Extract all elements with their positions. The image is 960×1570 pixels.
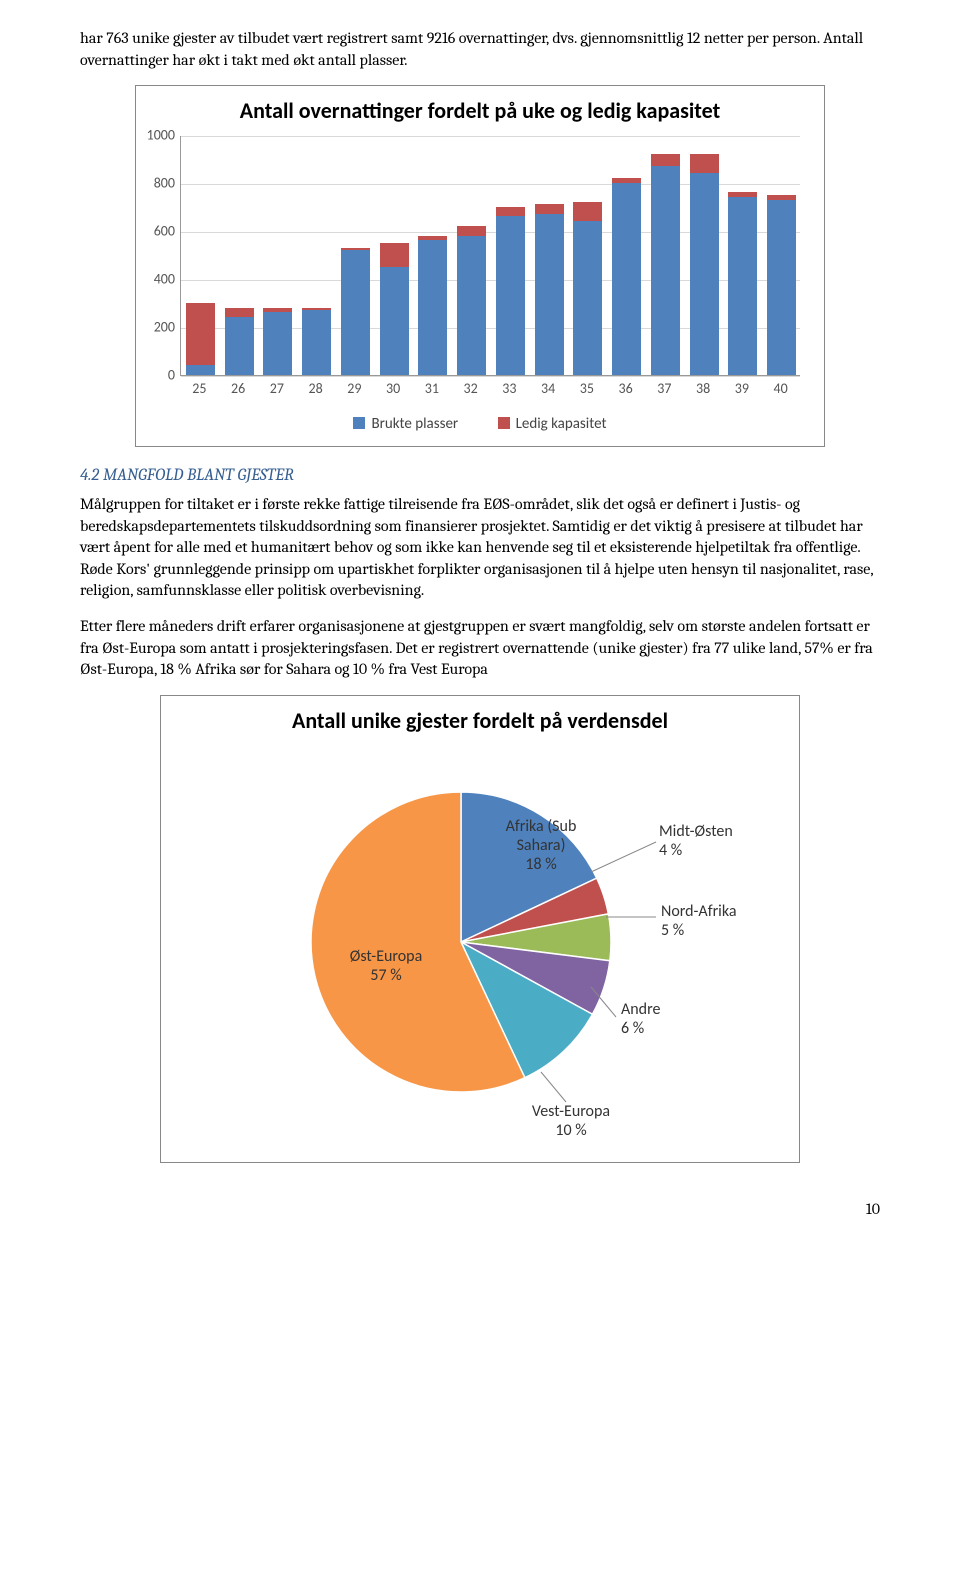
bar-chart: Antall overnattinger fordelt på uke og l…	[135, 85, 825, 447]
page-number: 10	[80, 1199, 880, 1221]
bar-ledig	[186, 303, 215, 365]
bar-brukte	[535, 214, 564, 375]
swatch-icon	[498, 417, 510, 429]
bar-brukte	[496, 216, 525, 374]
x-tick-label: 38	[696, 380, 710, 399]
section-paragraph-1: Målgruppen for tiltaket er i første rekk…	[80, 494, 880, 602]
bar-brukte	[225, 317, 254, 375]
x-tick-label: 28	[309, 380, 323, 399]
leader-line	[541, 1072, 566, 1102]
x-tick-label: 37	[657, 380, 671, 399]
legend-item-ledig: Ledig kapasitet	[498, 414, 607, 434]
bar-brukte	[341, 250, 370, 375]
y-tick-label: 600	[141, 222, 175, 241]
section-heading: 4.2 MANGFOLD BLANT GJESTER	[80, 465, 880, 488]
x-tick-label: 33	[502, 380, 516, 399]
y-tick-label: 800	[141, 174, 175, 193]
legend-item-brukte: Brukte plasser	[353, 414, 458, 434]
bar-ledig	[263, 308, 292, 313]
bar-brukte	[651, 166, 680, 375]
bar-ledig	[418, 236, 447, 241]
x-tick-label: 39	[735, 380, 749, 399]
pie-svg	[161, 742, 801, 1142]
bar-ledig	[573, 202, 602, 221]
bar-brukte	[263, 312, 292, 374]
x-tick-label: 25	[192, 380, 206, 399]
pie-label-vest: Vest-Europa 10 %	[511, 1102, 631, 1140]
x-tick-label: 40	[774, 380, 788, 399]
bar-ledig	[457, 226, 486, 236]
bar-ledig	[651, 154, 680, 166]
pie-chart-plot: Afrika (Sub Sahara) 18 % Øst-Europa 57 %…	[161, 742, 799, 1162]
bar-ledig	[612, 178, 641, 183]
bar-ledig	[690, 154, 719, 173]
swatch-icon	[353, 417, 365, 429]
bar-brukte	[186, 365, 215, 375]
pie-label-nord: Nord-Afrika 5 %	[661, 902, 771, 940]
bar-chart-legend: Brukte plasser Ledig kapasitet	[136, 406, 824, 446]
bar-ledig	[225, 308, 254, 318]
x-tick-label: 29	[347, 380, 361, 399]
pie-label-afrika: Afrika (Sub Sahara) 18 %	[481, 817, 601, 875]
x-tick-label: 32	[464, 380, 478, 399]
bar-brukte	[380, 267, 409, 375]
x-tick-label: 30	[386, 380, 400, 399]
y-tick-label: 400	[141, 270, 175, 289]
bar-ledig	[728, 192, 757, 197]
x-tick-label: 31	[425, 380, 439, 399]
bar-ledig	[380, 243, 409, 267]
bar-chart-plot: 02004006008001000 2526272829303132333435…	[136, 132, 824, 406]
bar-chart-title: Antall overnattinger fordelt på uke og l…	[136, 86, 824, 132]
section-paragraph-2: Etter flere måneders drift erfarer organ…	[80, 616, 880, 681]
pie-label-andre: Andre 6 %	[621, 1000, 701, 1038]
bar-brukte	[767, 200, 796, 375]
y-tick-label: 1000	[141, 126, 175, 145]
x-tick-label: 26	[231, 380, 245, 399]
x-tick-label: 36	[619, 380, 633, 399]
x-tick-label: 35	[580, 380, 594, 399]
bar-ledig	[767, 195, 796, 200]
bar-brukte	[302, 310, 331, 375]
heading-number: 4.2	[80, 466, 99, 485]
heading-text: MANGFOLD BLANT GJESTER	[103, 466, 294, 485]
bar-brukte	[418, 240, 447, 374]
pie-chart-title: Antall unike gjester fordelt på verdensd…	[161, 696, 799, 742]
bar-ledig	[496, 207, 525, 217]
bar-brukte	[728, 197, 757, 375]
bar-brukte	[612, 183, 641, 375]
pie-label-ost: Øst-Europa 57 %	[336, 947, 436, 985]
x-tick-label: 34	[541, 380, 555, 399]
bar-ledig	[341, 248, 370, 250]
bar-ledig	[535, 204, 564, 214]
bar-brukte	[690, 173, 719, 375]
x-tick-label: 27	[270, 380, 284, 399]
bar-ledig	[302, 308, 331, 310]
legend-label-brukte: Brukte plasser	[371, 415, 458, 433]
legend-label-ledig: Ledig kapasitet	[516, 415, 607, 433]
y-tick-label: 200	[141, 318, 175, 337]
intro-paragraph: har 763 unike gjester av tilbudet vært r…	[80, 28, 880, 71]
bar-brukte	[457, 236, 486, 375]
pie-label-midt: Midt-Østen 4 %	[659, 822, 769, 860]
y-tick-label: 0	[141, 366, 175, 385]
pie-chart: Antall unike gjester fordelt på verdensd…	[160, 695, 800, 1163]
bar-brukte	[573, 221, 602, 375]
